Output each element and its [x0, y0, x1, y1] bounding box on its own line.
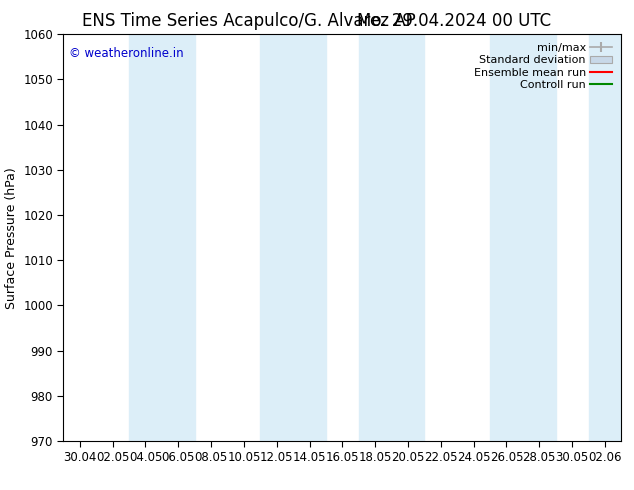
Bar — [261, 34, 326, 441]
Bar — [490, 34, 555, 441]
Text: Mo. 29.04.2024 00 UTC: Mo. 29.04.2024 00 UTC — [358, 12, 552, 30]
Bar — [588, 34, 621, 441]
Text: ENS Time Series Acapulco/G. Alvarez AP: ENS Time Series Acapulco/G. Alvarez AP — [82, 12, 416, 30]
Bar — [359, 34, 424, 441]
Text: © weatheronline.in: © weatheronline.in — [69, 47, 184, 59]
Bar — [129, 34, 195, 441]
Legend: min/max, Standard deviation, Ensemble mean run, Controll run: min/max, Standard deviation, Ensemble me… — [470, 40, 616, 93]
Y-axis label: Surface Pressure (hPa): Surface Pressure (hPa) — [4, 167, 18, 309]
